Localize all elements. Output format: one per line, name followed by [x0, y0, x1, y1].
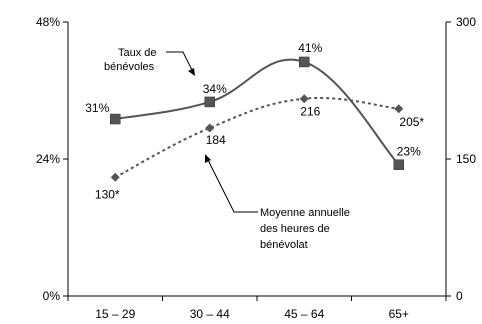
series-line-hours — [114, 97, 399, 179]
data-label-hours: 130* — [95, 187, 120, 201]
x-tick-label: 15 – 29 — [95, 307, 135, 321]
data-label-rate: 34% — [203, 82, 227, 96]
annotation-hours: Moyenne annuelle des heures de bénévolat — [205, 154, 350, 251]
right-tick-label: 0 — [456, 289, 463, 303]
annotation-rate-arrow — [166, 51, 194, 73]
marker-hours — [205, 123, 215, 133]
annotation-rate-line-2: bénévoles — [104, 61, 155, 73]
x-axis-ticks: 15 – 29 30 – 44 45 – 64 65+ — [67, 296, 447, 321]
marker-rate — [393, 159, 404, 170]
series-lines — [114, 58, 400, 179]
x-tick-label: 30 – 44 — [190, 307, 230, 321]
marker-hours — [110, 172, 120, 182]
x-tick-label: 45 – 64 — [284, 307, 324, 321]
annotation-hours-arrow — [206, 157, 258, 213]
x-tick-label: 65+ — [389, 307, 409, 321]
annotation-hours-line-3: bénévolat — [260, 239, 308, 251]
series-line-rate — [115, 58, 400, 166]
marker-rate — [110, 113, 121, 125]
annotation-rate-line-1: Taux de — [118, 47, 157, 59]
data-label-rate: 41% — [298, 41, 322, 55]
series-markers — [110, 56, 404, 182]
marker-hours — [299, 94, 309, 104]
annotation-hours-line-2: des heures de — [260, 223, 330, 235]
right-axis-ticks: 0 150 300 — [446, 15, 476, 303]
series-labels: 31% 34% 41% 23% 130* 184 216 205* — [85, 41, 424, 201]
left-tick-label: 0% — [43, 289, 61, 303]
data-label-rate: 23% — [397, 145, 421, 159]
data-label-hours: 184 — [206, 133, 226, 147]
marker-rate — [204, 96, 215, 108]
left-tick-label: 48% — [36, 15, 60, 29]
annotation-hours-arrowhead — [205, 154, 211, 163]
right-tick-label: 300 — [456, 15, 476, 29]
annotation-rate-arrowhead — [188, 68, 195, 76]
right-tick-label: 150 — [456, 152, 476, 166]
left-tick-label: 24% — [36, 152, 60, 166]
data-label-hours: 216 — [300, 105, 320, 119]
data-label-rate: 31% — [85, 101, 109, 115]
marker-hours — [394, 104, 404, 114]
data-label-hours: 205* — [399, 115, 424, 129]
annotation-hours-line-1: Moyenne annuelle — [260, 207, 350, 219]
annotation-rate: Taux de bénévoles — [104, 47, 195, 76]
left-axis-ticks: 0% 24% 48% — [36, 15, 68, 303]
marker-rate — [299, 56, 310, 68]
